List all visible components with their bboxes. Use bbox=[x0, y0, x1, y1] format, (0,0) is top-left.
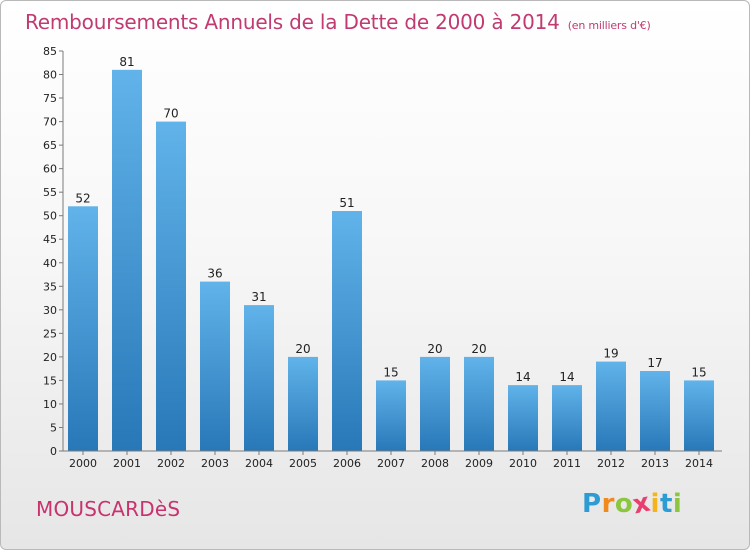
bar-2003 bbox=[200, 281, 230, 451]
chart-title: Remboursements Annuels de la Dette de 20… bbox=[25, 10, 651, 34]
bar-value-label: 15 bbox=[383, 365, 398, 379]
x-tick-label: 2012 bbox=[597, 457, 625, 470]
y-tick-label: 65 bbox=[43, 139, 57, 152]
bar-value-label: 81 bbox=[119, 55, 134, 69]
bar-value-label: 70 bbox=[163, 107, 178, 121]
logo-letter: o bbox=[614, 489, 634, 519]
bar-value-label: 51 bbox=[339, 196, 354, 210]
y-tick-label: 20 bbox=[43, 351, 57, 364]
bar-2004 bbox=[244, 305, 274, 451]
x-tick-label: 2009 bbox=[465, 457, 493, 470]
y-tick-label: 45 bbox=[43, 233, 57, 246]
proxiti-logo: Proxiti bbox=[582, 488, 683, 521]
bar-value-label: 14 bbox=[559, 370, 574, 384]
bar-2008 bbox=[420, 356, 450, 451]
logo-letter: t bbox=[659, 489, 673, 519]
bar-2010 bbox=[508, 385, 538, 451]
bar-value-label: 14 bbox=[515, 370, 530, 384]
y-tick-label: 5 bbox=[50, 421, 57, 434]
x-tick-label: 2007 bbox=[377, 457, 405, 470]
y-tick-label: 50 bbox=[43, 210, 57, 223]
x-tick-label: 2004 bbox=[245, 457, 273, 470]
bars: 52 81 70 36 31 20 51 15 20 20 14 14 19 17 15 bbox=[68, 55, 714, 452]
bar-value-label: 52 bbox=[75, 191, 90, 205]
bar-value-label: 36 bbox=[207, 267, 222, 281]
logo-letter: i bbox=[650, 489, 660, 519]
x-tick-label: 2008 bbox=[421, 457, 449, 470]
bar-2012 bbox=[596, 361, 626, 451]
y-axis: 0 5 10 15 20 25 30 35 40 45 50 55 60 65 70 75 80 85 bbox=[43, 45, 64, 458]
y-tick-label: 25 bbox=[43, 327, 57, 340]
bar-2007 bbox=[376, 380, 406, 451]
bar-value-label: 19 bbox=[603, 347, 618, 361]
bar-2009 bbox=[464, 356, 494, 451]
bar-2011 bbox=[552, 385, 582, 451]
bar-2006 bbox=[332, 211, 362, 451]
bar-value-label: 15 bbox=[691, 365, 706, 379]
logo-letter: r bbox=[601, 489, 615, 519]
bar-2013 bbox=[640, 371, 670, 451]
bar-value-label: 20 bbox=[471, 342, 486, 356]
y-tick-label: 35 bbox=[43, 280, 57, 293]
bar-value-label: 31 bbox=[251, 290, 266, 304]
x-tick-label: 2006 bbox=[333, 457, 361, 470]
y-tick-label: 0 bbox=[50, 445, 57, 458]
y-tick-label: 80 bbox=[43, 69, 57, 82]
x-tick-label: 2005 bbox=[289, 457, 317, 470]
bar-2014 bbox=[684, 380, 714, 451]
y-tick-label: 60 bbox=[43, 163, 57, 176]
bar-2000 bbox=[68, 206, 98, 451]
x-axis: 2000 2001 2002 2003 2004 2005 2006 2007 2008 2009… bbox=[63, 450, 722, 470]
x-tick-label: 2013 bbox=[641, 457, 669, 470]
bar-2005 bbox=[288, 356, 318, 451]
bar-value-label: 17 bbox=[647, 356, 662, 370]
x-tick-label: 2001 bbox=[113, 457, 141, 470]
bar-value-label: 20 bbox=[295, 342, 310, 356]
y-tick-label: 30 bbox=[43, 304, 57, 317]
logo-letter: i bbox=[672, 489, 683, 519]
chart-unit: (en milliers d'€) bbox=[567, 19, 651, 32]
y-tick-label: 55 bbox=[43, 186, 57, 199]
y-tick-label: 85 bbox=[43, 45, 57, 58]
y-tick-label: 75 bbox=[43, 92, 57, 105]
bar-2001 bbox=[112, 69, 142, 451]
logo-letter: P bbox=[582, 489, 602, 519]
chart-title-text: Remboursements Annuels de la Dette de 20… bbox=[25, 10, 560, 34]
x-tick-label: 2002 bbox=[157, 457, 185, 470]
x-tick-label: 2000 bbox=[69, 457, 97, 470]
x-tick-label: 2003 bbox=[201, 457, 229, 470]
y-tick-label: 70 bbox=[43, 116, 57, 129]
x-tick-label: 2010 bbox=[509, 457, 537, 470]
y-tick-label: 40 bbox=[43, 257, 57, 270]
x-tick-label: 2011 bbox=[553, 457, 581, 470]
y-tick-label: 15 bbox=[43, 374, 57, 387]
y-tick-label: 10 bbox=[43, 398, 57, 411]
commune-name: MOUSCARDèS bbox=[36, 497, 181, 521]
bar-2002 bbox=[156, 121, 186, 452]
bar-value-label: 20 bbox=[427, 342, 442, 356]
x-tick-label: 2014 bbox=[685, 457, 713, 470]
